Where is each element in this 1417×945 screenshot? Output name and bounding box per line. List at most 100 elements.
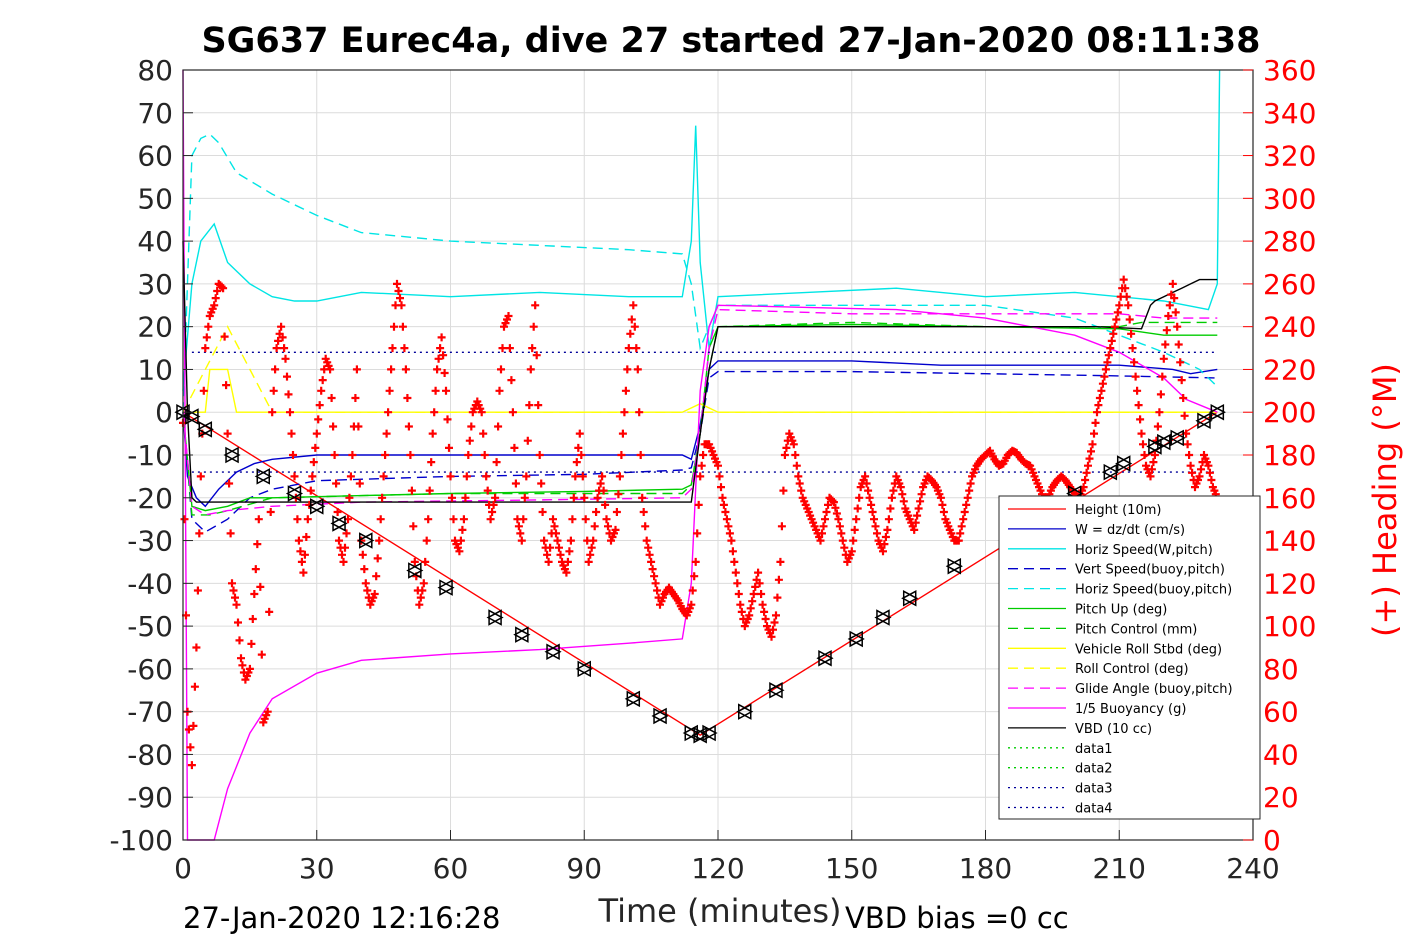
legend-label: 1/5 Buoyancy (g) bbox=[1075, 702, 1186, 717]
heading-point bbox=[184, 725, 193, 734]
heading-point bbox=[534, 401, 543, 410]
y-tick-label: -70 bbox=[127, 696, 173, 729]
y-right-tick-label: 340 bbox=[1263, 97, 1316, 130]
height-marker bbox=[330, 515, 348, 532]
heading-point bbox=[425, 486, 434, 495]
heading-point bbox=[387, 365, 396, 374]
heading-point bbox=[898, 490, 907, 499]
x-tick-label: 30 bbox=[299, 852, 335, 885]
heading-point bbox=[1205, 468, 1214, 477]
heading-point bbox=[428, 429, 437, 438]
heading-point bbox=[529, 322, 538, 331]
heading-point bbox=[688, 586, 697, 595]
legend: Height (10m) W = dz/dt (cm/s) Horiz Speed(… bbox=[998, 495, 1261, 820]
heading-point bbox=[248, 615, 257, 623]
heading-point bbox=[376, 515, 385, 524]
heading-point bbox=[647, 557, 656, 566]
heading-point bbox=[959, 515, 968, 524]
heading-point bbox=[887, 493, 896, 502]
heading-point bbox=[821, 515, 829, 524]
heading-point bbox=[431, 386, 440, 395]
heading-point bbox=[223, 429, 232, 438]
heading-point bbox=[1156, 390, 1165, 399]
heading-point bbox=[1204, 461, 1213, 470]
heading-point bbox=[822, 508, 831, 516]
heading-point bbox=[773, 593, 782, 602]
heading-point bbox=[409, 522, 418, 531]
heading-point bbox=[217, 282, 226, 291]
heading-point bbox=[263, 707, 272, 716]
y-tick-label: -80 bbox=[127, 738, 173, 771]
heading-point bbox=[733, 579, 742, 588]
heading-point bbox=[465, 436, 474, 445]
legend-label: Vehicle Roll Stbd (deg) bbox=[1075, 642, 1222, 657]
height-marker bbox=[901, 590, 919, 607]
heading-point bbox=[461, 493, 470, 502]
heading-point bbox=[881, 533, 890, 541]
heading-point bbox=[1115, 301, 1124, 310]
heading-point bbox=[829, 498, 838, 507]
series-line-1 bbox=[182, 360, 1218, 508]
legend-label: VBD (10 cc) bbox=[1075, 722, 1152, 737]
x-tick-label: 150 bbox=[825, 852, 878, 885]
heading-point bbox=[456, 536, 465, 545]
y-right-tick-label: 300 bbox=[1263, 182, 1316, 215]
heading-point bbox=[480, 451, 489, 459]
heading-point bbox=[235, 636, 244, 645]
y-right-tick-label: 200 bbox=[1263, 396, 1316, 429]
heading-point bbox=[618, 429, 627, 438]
heading-point bbox=[354, 422, 363, 431]
heading-point bbox=[852, 515, 861, 524]
legend-item: Pitch Control (mm) bbox=[1008, 622, 1197, 637]
legend-item: Height (10m) bbox=[1008, 503, 1161, 518]
heading-point bbox=[1174, 340, 1183, 349]
heading-point bbox=[818, 529, 826, 538]
heading-point bbox=[1161, 340, 1170, 349]
heading-point bbox=[385, 386, 394, 395]
heading-point bbox=[229, 586, 238, 595]
height-marker bbox=[1208, 403, 1226, 421]
heading-point bbox=[832, 509, 841, 518]
heading-point bbox=[433, 365, 442, 374]
heading-point bbox=[436, 344, 445, 353]
legend-item: W = dz/dt (cm/s) bbox=[1008, 523, 1185, 538]
heading-point bbox=[792, 461, 801, 470]
heading-point bbox=[528, 344, 537, 353]
legend-item: 1/5 Buoyancy (g) bbox=[1008, 702, 1186, 717]
heading-point bbox=[620, 408, 629, 417]
heading-point bbox=[795, 479, 804, 488]
height-marker bbox=[874, 609, 892, 626]
height-marker bbox=[736, 703, 754, 720]
heading-point bbox=[256, 582, 265, 591]
height-marker bbox=[767, 682, 785, 699]
heading-point bbox=[1121, 284, 1130, 293]
heading-point bbox=[440, 369, 449, 377]
heading-point bbox=[562, 568, 571, 577]
heading-point bbox=[757, 590, 766, 598]
heading-point bbox=[397, 301, 406, 310]
heading-point bbox=[330, 451, 339, 459]
heading-point bbox=[1155, 408, 1164, 417]
heading-point bbox=[879, 547, 887, 556]
heading-point bbox=[693, 529, 702, 538]
heading-point bbox=[327, 394, 336, 402]
series-line-3 bbox=[182, 370, 1218, 533]
heading-point bbox=[280, 344, 289, 353]
height-marker bbox=[847, 630, 865, 648]
heading-point bbox=[462, 472, 471, 481]
heading-point bbox=[1109, 329, 1118, 338]
heading-point bbox=[636, 451, 645, 459]
heading-point bbox=[886, 504, 895, 513]
heading-point bbox=[624, 344, 633, 353]
heading-point bbox=[957, 522, 966, 531]
heading-point bbox=[1158, 372, 1167, 381]
heading-point bbox=[715, 472, 724, 481]
heading-point bbox=[1150, 451, 1159, 459]
y-tick-label: 80 bbox=[137, 54, 173, 87]
legend-label: Roll Control (deg) bbox=[1075, 662, 1189, 677]
heading-point bbox=[375, 536, 384, 545]
legend-item: Horiz Speed(buoy,pitch) bbox=[1008, 583, 1232, 598]
heading-point bbox=[546, 543, 555, 552]
heading-point bbox=[492, 458, 501, 467]
heading-point bbox=[202, 333, 211, 342]
